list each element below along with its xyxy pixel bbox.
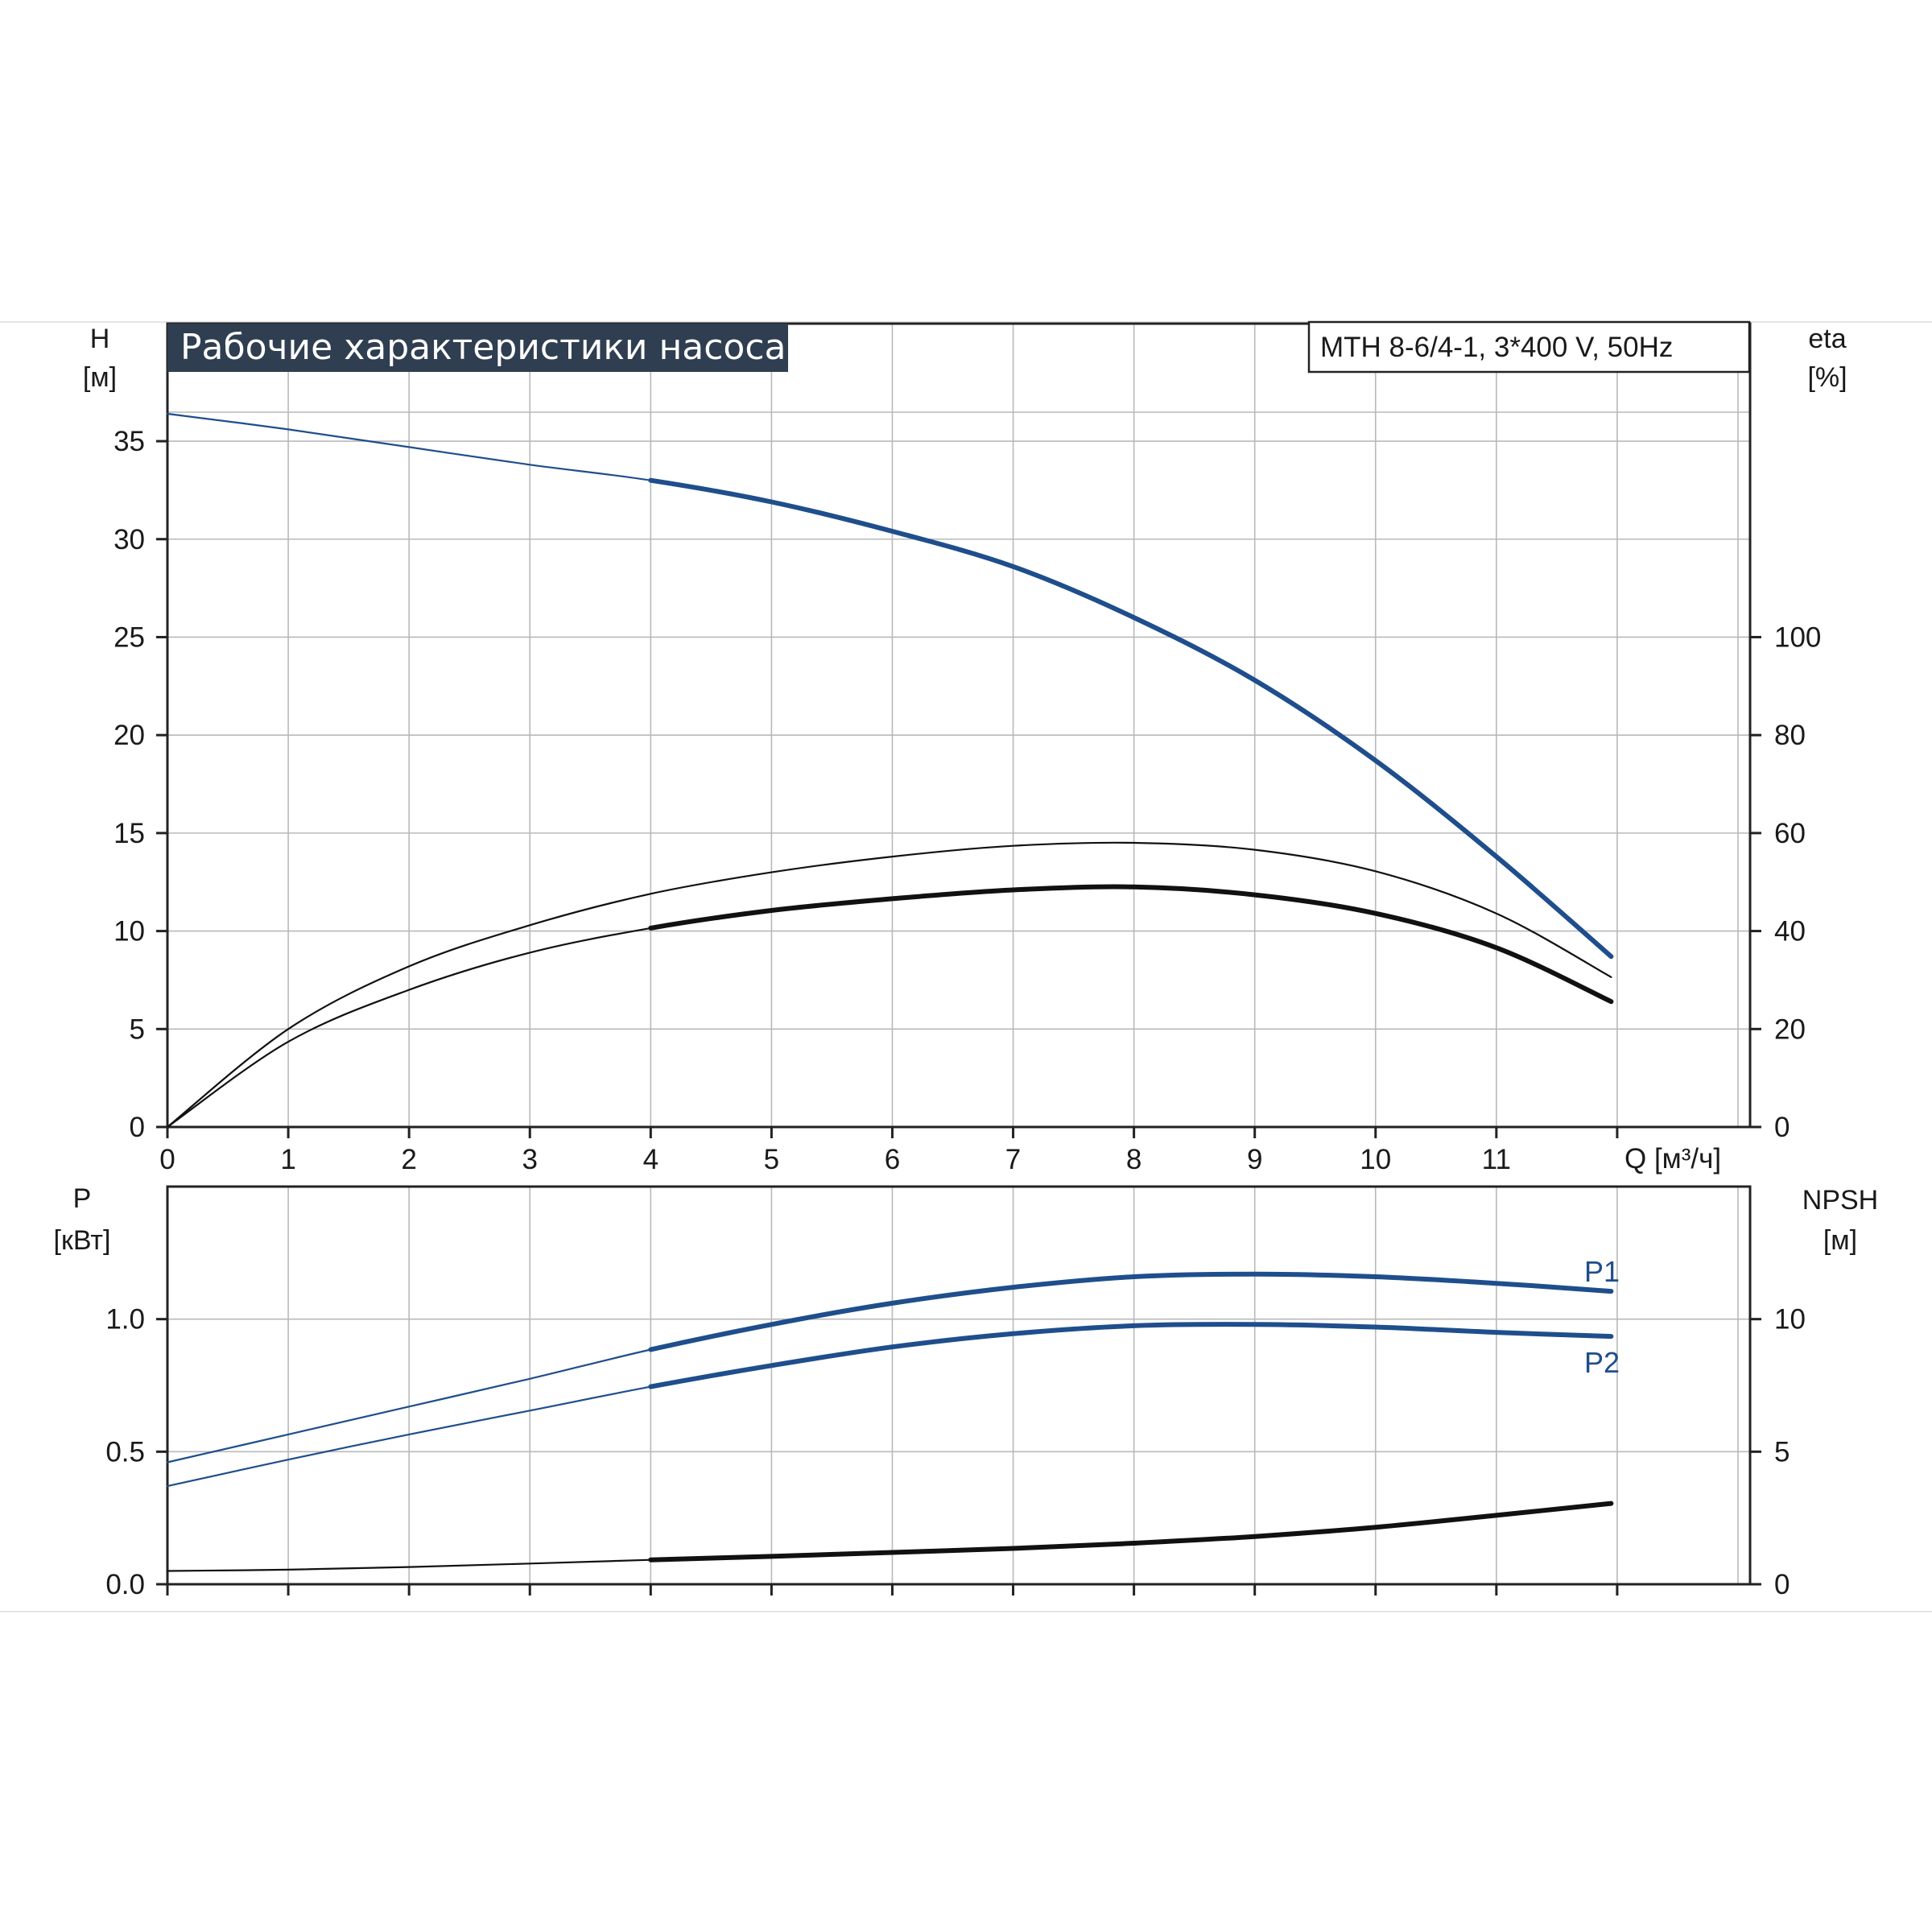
x-tick-label: 6: [885, 1144, 900, 1175]
left-tick-label: 10: [114, 916, 145, 947]
p-axis-label: P: [73, 1183, 92, 1214]
right-tick-label: 20: [1774, 1013, 1806, 1045]
left-tick-label: 0.5: [105, 1436, 145, 1468]
npsh-axis-label: NPSH: [1802, 1185, 1878, 1216]
x-tick-label: 8: [1126, 1144, 1141, 1175]
top-panel-grid: [167, 324, 1750, 1127]
x-tick-label: 3: [522, 1144, 537, 1175]
series-line-eta-bold-thin: [166, 886, 1612, 1129]
series-line-eta-thin: [166, 841, 1612, 1129]
top-panel-series: [166, 412, 1614, 1129]
left-tick-label: 1.0: [105, 1304, 145, 1335]
right-tick-label: 5: [1774, 1436, 1790, 1468]
right-tick-label: 60: [1774, 818, 1806, 849]
x-tick-label: 0: [159, 1144, 175, 1175]
x-tick-label: 7: [1005, 1144, 1021, 1175]
eta-axis-label: eta: [1808, 324, 1846, 354]
left-tick-label: 30: [114, 524, 145, 555]
q-axis-label: Q [м³/ч]: [1624, 1143, 1721, 1174]
bottom-panel-grid: [167, 1187, 1750, 1584]
x-tick-label: 5: [764, 1144, 779, 1175]
eta-axis-unit: [%]: [1807, 362, 1847, 393]
p1-series-label: P1: [1584, 1255, 1620, 1288]
model-box: [1307, 320, 1751, 374]
left-tick-label: 0.0: [105, 1569, 145, 1600]
bottom-panel-series: [166, 1271, 1614, 1572]
left-tick-label: 35: [114, 426, 145, 457]
p2-series-label: P2: [1584, 1346, 1620, 1379]
x-tick-label: 4: [643, 1144, 658, 1175]
x-tick-label: 10: [1360, 1144, 1391, 1175]
left-tick-label: 20: [114, 720, 145, 751]
top-panel-tick-labels: 0 5 10 15 20 25 30 35 0 20 40 60 80 100 0 1 2 3 4 5 6 7 8 9 10 11: [114, 426, 1821, 1175]
right-tick-label: 80: [1774, 720, 1806, 751]
left-tick-label: 0: [130, 1112, 145, 1143]
bottom-panel-tick-labels: 0.0 0.5 1.0 0 5 10: [105, 1304, 1806, 1600]
left-tick-label: 15: [114, 818, 145, 849]
right-tick-label: 40: [1774, 916, 1806, 947]
p-axis-unit: [кВт]: [54, 1225, 111, 1256]
right-tick-label: 100: [1774, 621, 1821, 653]
top-panel-frame: [166, 322, 1752, 1129]
series-line-h-bold: [648, 477, 1614, 960]
bottom-panel-frame: [166, 1185, 1752, 1586]
chart-title: Рабочие характеристики насоса: [180, 327, 786, 368]
series-line-p2-bold: [648, 1322, 1614, 1389]
x-tick-label: 2: [401, 1144, 416, 1175]
x-tick-label: 11: [1482, 1144, 1511, 1175]
left-tick-label: 5: [130, 1013, 145, 1045]
npsh-axis-unit: [м]: [1823, 1225, 1857, 1256]
title-box: [167, 324, 788, 372]
right-tick-label: 0: [1774, 1569, 1790, 1600]
x-tick-label: 9: [1247, 1144, 1262, 1175]
h-axis-label: H: [90, 324, 110, 354]
x-tick-label: 1: [280, 1144, 295, 1175]
left-tick-label: 25: [114, 621, 145, 653]
series-line-p1-bold: [648, 1271, 1614, 1352]
series-line-eta-bold-bold: [648, 884, 1614, 1005]
right-tick-label: 10: [1774, 1304, 1806, 1335]
series-line-npsh-thin: [166, 1502, 1612, 1572]
model-label: MTH 8-6/4-1, 3*400 V, 50Hz: [1320, 332, 1673, 363]
right-tick-label: 0: [1774, 1112, 1790, 1143]
h-axis-unit: [м]: [83, 362, 117, 393]
series-line-h-thin: [166, 412, 1612, 958]
series-line-npsh-bold: [648, 1501, 1614, 1563]
